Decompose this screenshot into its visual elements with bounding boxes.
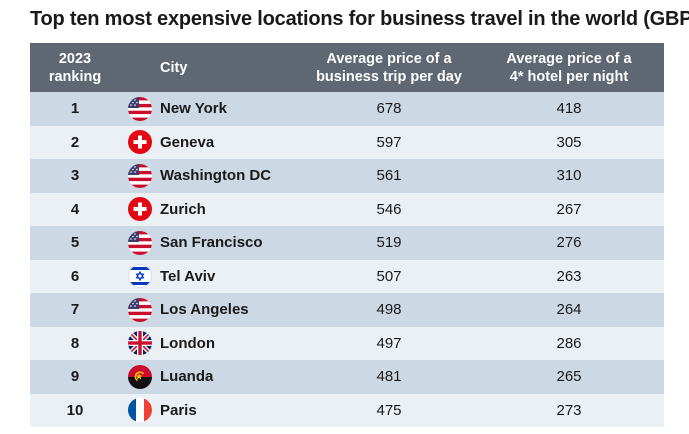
trip-price-cell: 597 [376, 133, 402, 151]
header-city: City [160, 59, 188, 76]
hotel-price-cell: 267 [556, 200, 582, 218]
table-row: 5 San Francisco 519 276 [30, 226, 664, 260]
usa-flag-icon [128, 297, 152, 322]
hotel-price-cell: 418 [556, 100, 582, 118]
hotel-price-cell: 273 [556, 401, 582, 419]
angola-flag-icon [128, 364, 152, 389]
city-cell: Geneva [160, 133, 215, 151]
trip-price-cell: 561 [376, 167, 402, 185]
france-flag-icon [128, 398, 152, 423]
switzerland-flag-icon [128, 130, 152, 155]
header-hotel-price: Average price of a 4* hotel per night [506, 50, 632, 85]
hotel-price-cell: 276 [556, 234, 582, 252]
usa-flag-icon [128, 163, 152, 188]
table-row: 7 Los Angeles 498 264 [30, 293, 664, 327]
city-cell: Washington DC [160, 167, 272, 185]
rank-cell: 3 [70, 167, 80, 185]
table-row: 6 Tel Aviv 507 263 [30, 259, 664, 293]
trip-price-cell: 519 [376, 234, 402, 252]
table-row: 2 Geneva 597 305 [30, 125, 664, 159]
hotel-price-cell: 264 [556, 301, 582, 319]
rank-cell: 5 [70, 234, 80, 252]
rank-cell: 7 [70, 301, 80, 319]
header-flag [120, 43, 160, 92]
table-row: 9 Luanda 481 265 [30, 360, 664, 394]
israel-flag-icon [128, 264, 152, 289]
trip-price-cell: 546 [376, 200, 402, 218]
city-cell: New York [160, 100, 227, 118]
trip-price-cell: 481 [376, 368, 402, 386]
rank-cell: 6 [70, 267, 80, 285]
trip-price-cell: 498 [376, 301, 402, 319]
table-body: 1 New York 678 418 2 Geneva 597 305 3 Washington … [30, 92, 664, 427]
hotel-price-cell: 305 [556, 133, 582, 151]
table-row: 4 Zurich 546 267 [30, 192, 664, 226]
city-cell: London [160, 334, 215, 352]
uk-flag-icon [128, 331, 152, 356]
hotel-price-cell: 286 [556, 334, 582, 352]
city-cell: Los Angeles [160, 301, 249, 319]
usa-flag-icon [128, 96, 152, 121]
city-cell: Tel Aviv [160, 267, 216, 285]
city-cell: San Francisco [160, 234, 263, 252]
switzerland-flag-icon [128, 197, 152, 222]
city-cell: Paris [160, 401, 197, 419]
rank-cell: 2 [70, 133, 80, 151]
usa-flag-icon [128, 230, 152, 255]
trip-price-cell: 475 [376, 401, 402, 419]
table-header-row: 2023 ranking City Average price of a busin… [30, 43, 664, 92]
hotel-price-cell: 310 [556, 167, 582, 185]
trip-price-cell: 497 [376, 334, 402, 352]
hotel-price-cell: 263 [556, 267, 582, 285]
header-ranking: 2023 ranking [48, 50, 102, 85]
header-trip-price: Average price of a business trip per day [316, 50, 462, 85]
trip-price-cell: 507 [376, 267, 402, 285]
page-title: Top ten most expensive locations for bus… [30, 8, 689, 30]
rank-cell: 10 [66, 401, 84, 419]
city-cell: Luanda [160, 368, 214, 386]
ranking-table: 2023 ranking City Average price of a busin… [30, 43, 664, 427]
table-row: 1 New York 678 418 [30, 92, 664, 126]
city-cell: Zurich [160, 200, 206, 218]
rank-cell: 4 [70, 200, 80, 218]
table-row: 10 Paris 475 273 [30, 393, 664, 427]
hotel-price-cell: 265 [556, 368, 582, 386]
rank-cell: 8 [70, 334, 80, 352]
trip-price-cell: 678 [376, 100, 402, 118]
table-row: 3 Washington DC 561 310 [30, 159, 664, 193]
table-row: 8 London 497 286 [30, 326, 664, 360]
rank-cell: 9 [70, 368, 80, 386]
rank-cell: 1 [70, 100, 80, 118]
